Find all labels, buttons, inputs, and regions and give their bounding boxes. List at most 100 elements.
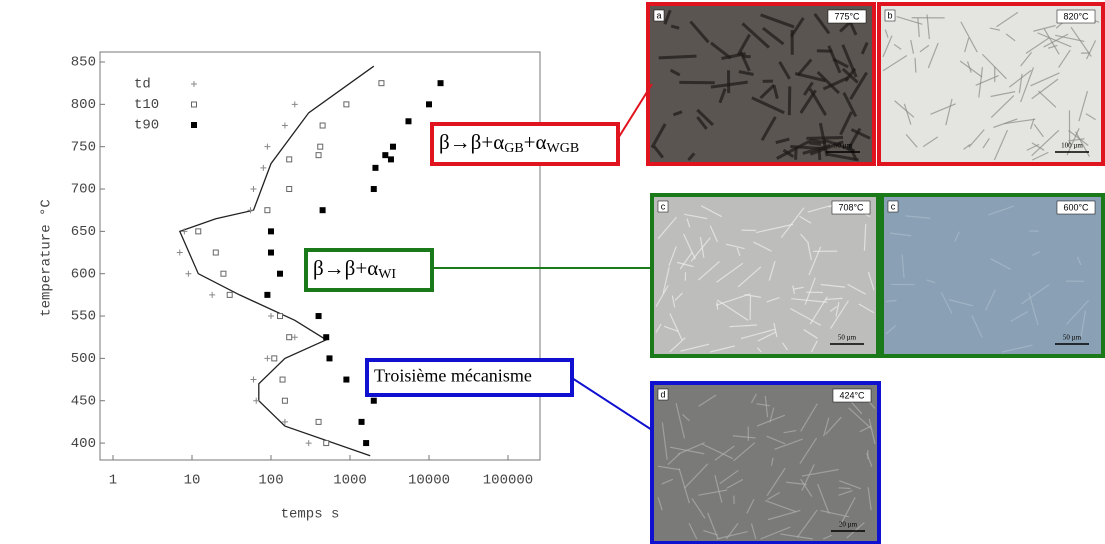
texture <box>838 489 853 496</box>
texture <box>841 44 858 78</box>
texture <box>661 422 668 460</box>
label-box <box>653 9 665 22</box>
texture <box>818 122 829 157</box>
micrograph-temperature: 708°C <box>838 202 864 212</box>
texture <box>740 328 776 340</box>
texture <box>808 141 822 146</box>
texture <box>926 279 936 284</box>
x-tick-label: 10 <box>184 473 201 489</box>
point <box>286 186 293 193</box>
texture <box>1003 118 1036 125</box>
texture <box>1020 284 1050 305</box>
point <box>212 249 219 256</box>
texture <box>741 22 770 49</box>
point <box>363 440 370 447</box>
texture <box>966 61 972 73</box>
texture <box>682 413 690 422</box>
point <box>253 397 260 404</box>
micrograph-image <box>877 2 1105 166</box>
label-box <box>887 200 899 213</box>
texture <box>813 12 831 35</box>
texture <box>679 251 693 270</box>
texture <box>901 254 905 279</box>
texture <box>698 489 728 496</box>
micrograph-letter: b <box>887 10 892 20</box>
texture <box>1001 344 1033 353</box>
texture <box>696 108 714 126</box>
micrograph-letter: a <box>656 10 661 20</box>
label-box <box>1056 200 1096 215</box>
texture <box>822 534 832 540</box>
annotation-box <box>304 248 434 292</box>
texture <box>905 133 918 148</box>
point <box>323 334 330 341</box>
texture <box>893 43 902 50</box>
micrograph-letter: c <box>891 201 896 211</box>
texture <box>766 435 786 445</box>
point <box>264 355 271 362</box>
texture <box>786 481 807 486</box>
point <box>250 376 257 383</box>
texture <box>882 35 893 58</box>
texture <box>775 137 790 145</box>
texture <box>780 207 805 238</box>
texture <box>1058 49 1071 68</box>
texture <box>948 299 974 307</box>
texture <box>1033 24 1056 32</box>
y-tick-label: 600 <box>71 266 96 282</box>
texture <box>766 296 780 303</box>
point <box>389 143 396 150</box>
x-tick-label: 1000 <box>333 473 367 489</box>
texture <box>684 213 708 220</box>
texture <box>778 61 791 80</box>
texture <box>990 258 1012 270</box>
texture <box>800 478 813 497</box>
texture <box>760 13 795 29</box>
texture <box>669 313 683 340</box>
texture <box>1037 32 1072 48</box>
micrograph-letter: c <box>661 201 666 211</box>
point <box>264 143 271 150</box>
texture <box>959 60 983 78</box>
texture <box>838 487 851 490</box>
texture <box>800 233 810 244</box>
texture <box>982 137 990 149</box>
point <box>372 164 379 171</box>
annotation-part: Troisième mécanisme <box>374 366 532 386</box>
point <box>268 249 274 256</box>
point <box>343 101 350 108</box>
texture <box>675 403 686 439</box>
texture <box>733 442 756 462</box>
texture <box>696 116 708 130</box>
texture <box>801 464 815 491</box>
texture <box>823 417 830 437</box>
label-box <box>884 9 896 22</box>
texture <box>718 88 727 104</box>
legend-marker <box>191 101 197 108</box>
texture <box>655 285 669 307</box>
scale-label: 50 µm <box>834 142 853 150</box>
texture <box>889 232 912 237</box>
x-tick-label: 10000 <box>408 473 450 489</box>
point <box>277 313 284 320</box>
texture <box>816 71 840 95</box>
texture <box>698 394 717 407</box>
texture <box>1030 118 1035 130</box>
scale-label: 50 µm <box>838 334 857 342</box>
texture <box>736 247 741 257</box>
texture <box>790 308 821 326</box>
texture <box>757 331 777 342</box>
point <box>326 355 333 362</box>
texture <box>885 325 897 335</box>
texture <box>687 152 696 161</box>
texture <box>914 57 917 73</box>
texture <box>885 299 897 302</box>
texture <box>726 478 744 489</box>
texture <box>1055 34 1085 43</box>
texture <box>1028 292 1039 326</box>
point <box>281 418 288 425</box>
point <box>277 270 284 277</box>
texture <box>1032 151 1049 161</box>
texture <box>1005 33 1016 42</box>
point <box>378 80 385 87</box>
